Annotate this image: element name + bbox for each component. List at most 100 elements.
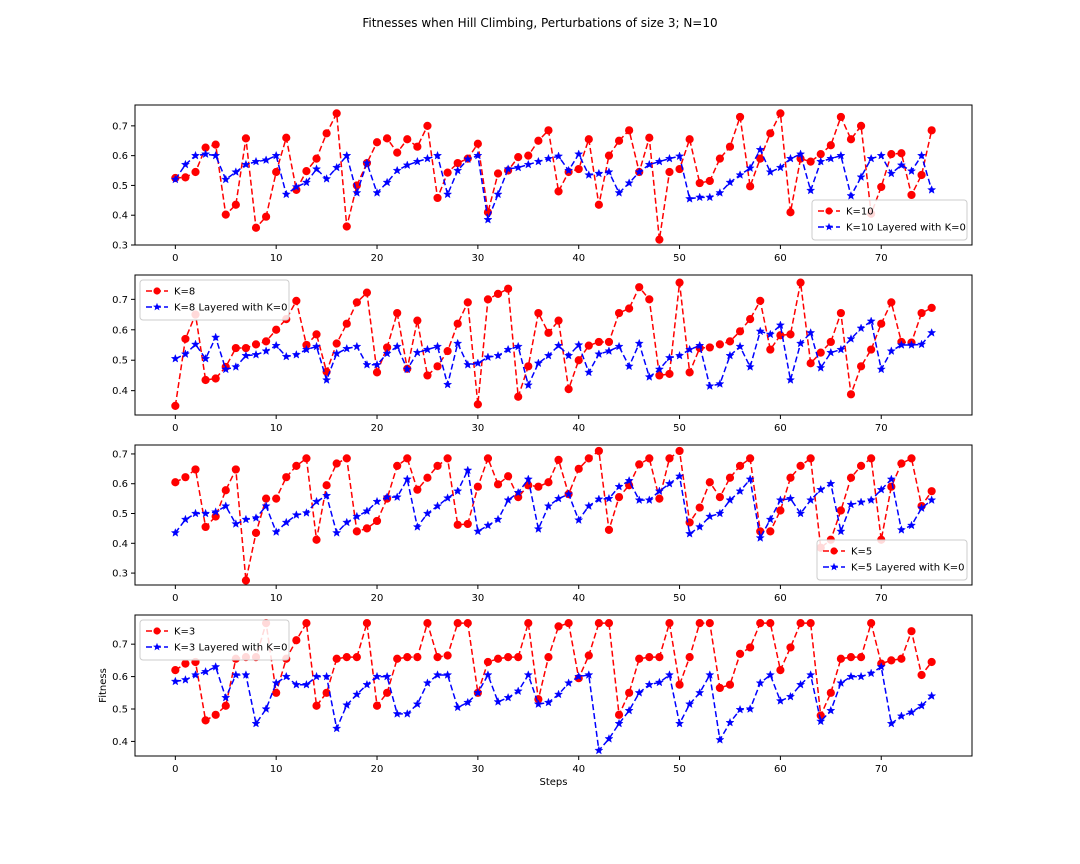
data-point [211,150,221,160]
data-point [705,478,714,487]
data-point [443,670,453,679]
data-point [725,495,735,504]
data-point [715,493,724,502]
data-point [644,372,654,381]
data-point [917,150,927,160]
data-point [191,465,200,474]
data-point [211,662,221,671]
data-point [180,349,190,358]
data-point [675,718,685,728]
data-point [695,619,704,628]
data-point [705,619,714,628]
data-point [463,619,472,628]
data-point [533,524,543,533]
data-point [574,671,584,681]
data-point [816,716,826,726]
data-point [755,678,765,687]
data-point [332,723,342,733]
data-point [897,149,906,158]
data-point [443,379,453,389]
data-point [493,169,503,178]
data-point [907,454,916,463]
data-point [413,653,422,662]
data-point [503,344,513,354]
data-point [171,478,180,487]
data-point [856,323,866,333]
data-point [635,460,644,469]
data-point [403,135,412,144]
legend-box [811,199,968,241]
data-point [322,490,332,500]
data-point [523,380,533,390]
data-point [342,343,352,353]
data-point [695,688,705,697]
data-point [866,316,876,326]
data-point [362,619,372,628]
data-point [785,691,796,701]
legend-label: K=10 [846,207,874,218]
data-point [231,362,241,371]
data-point [886,346,896,355]
data-point [604,734,614,743]
data-point [836,506,846,515]
data-point [473,526,483,536]
data-point [625,304,634,313]
x-tick-label: 30 [472,764,485,775]
data-point [735,112,745,122]
series-2 [170,465,937,542]
data-point [574,340,584,349]
data-point [201,375,210,385]
data-point [342,653,351,662]
data-point [675,446,684,456]
data-point [272,325,281,334]
data-point [393,308,402,318]
data-point [664,478,674,488]
data-point [181,659,190,668]
data-point [604,346,614,355]
data-point [867,345,876,354]
data-point [644,495,654,504]
data-point [261,346,271,355]
data-point [635,283,644,292]
data-point [715,379,725,388]
data-point [372,368,382,377]
data-point [211,332,221,342]
data-point [473,688,483,697]
x-tick-label: 50 [673,253,686,264]
data-point [867,454,876,463]
y-tick-label: 0.4 [112,737,128,748]
data-point [453,158,462,168]
data-point [513,341,523,351]
data-point [675,350,685,360]
data-point [685,194,695,203]
axes-frame [134,104,973,246]
data-point [190,508,201,518]
legend-label: K=5 Layered with K=0 [851,563,965,574]
data-point [604,151,614,160]
data-point [261,494,271,503]
data-point [584,670,594,679]
data-point [634,495,644,504]
x-tick-label: 60 [774,253,787,264]
data-point [927,691,937,700]
x-tick-label: 10 [270,423,283,434]
data-point [927,487,936,496]
data-point [906,707,917,717]
data-point [362,360,372,369]
data-point [685,529,695,538]
data-point [473,358,483,368]
x-tick-label: 10 [270,593,283,604]
data-point [775,495,785,504]
data-point [705,176,714,186]
data-point [433,341,443,351]
data-point [896,340,906,349]
data-point [876,484,886,494]
data-point [544,478,553,487]
data-point [675,471,685,481]
data-point [453,319,462,328]
data-point [746,643,755,652]
data-point [675,278,684,287]
data-point [392,709,402,718]
data-point [786,330,795,339]
